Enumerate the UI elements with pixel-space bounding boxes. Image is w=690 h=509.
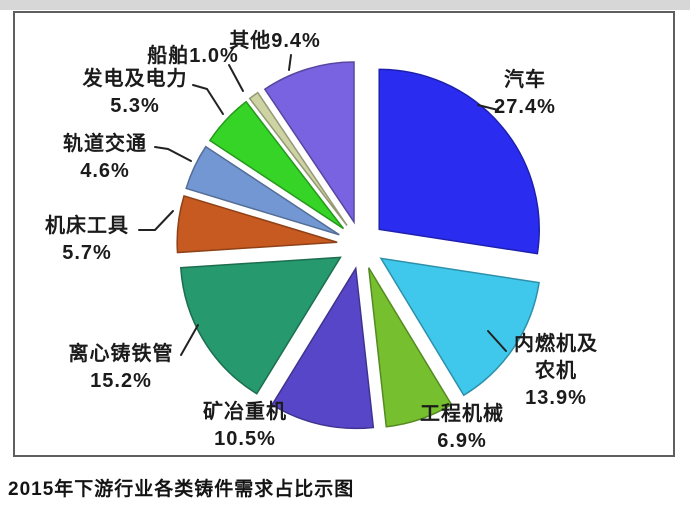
pie-slices bbox=[176, 61, 540, 430]
pie-slice-0 bbox=[378, 68, 540, 255]
pie-chart bbox=[138, 54, 540, 430]
page-top-strip bbox=[0, 0, 690, 10]
pie-slice-4 bbox=[179, 256, 342, 395]
pie-slice-7 bbox=[208, 100, 345, 230]
pie-slice-2 bbox=[367, 267, 453, 428]
pie-slice-6 bbox=[185, 145, 340, 236]
leader-line-4 bbox=[180, 324, 199, 356]
pie-slice-8 bbox=[248, 91, 348, 226]
pie-slice-1 bbox=[379, 257, 540, 397]
leader-line-1 bbox=[487, 330, 507, 352]
leader-lines bbox=[138, 54, 507, 356]
pie-slice-3 bbox=[271, 266, 375, 430]
chart-frame: 汽车 27.4% 内燃机及 农机 13.9% 工程机械 6.9% 矿冶重机 10.5% 离心铸铁管… bbox=[13, 11, 675, 457]
pie-slice-9 bbox=[263, 61, 355, 225]
chart-caption: 2015年下游行业各类铸件需求占比示图 bbox=[8, 479, 355, 500]
leader-line-5 bbox=[138, 210, 174, 231]
leader-line-9 bbox=[288, 54, 292, 71]
leader-line-6 bbox=[154, 146, 192, 162]
pie-slice-5 bbox=[176, 194, 338, 254]
leader-line-7 bbox=[192, 84, 224, 115]
leader-line-8 bbox=[228, 64, 244, 92]
leader-line-0 bbox=[477, 104, 499, 111]
